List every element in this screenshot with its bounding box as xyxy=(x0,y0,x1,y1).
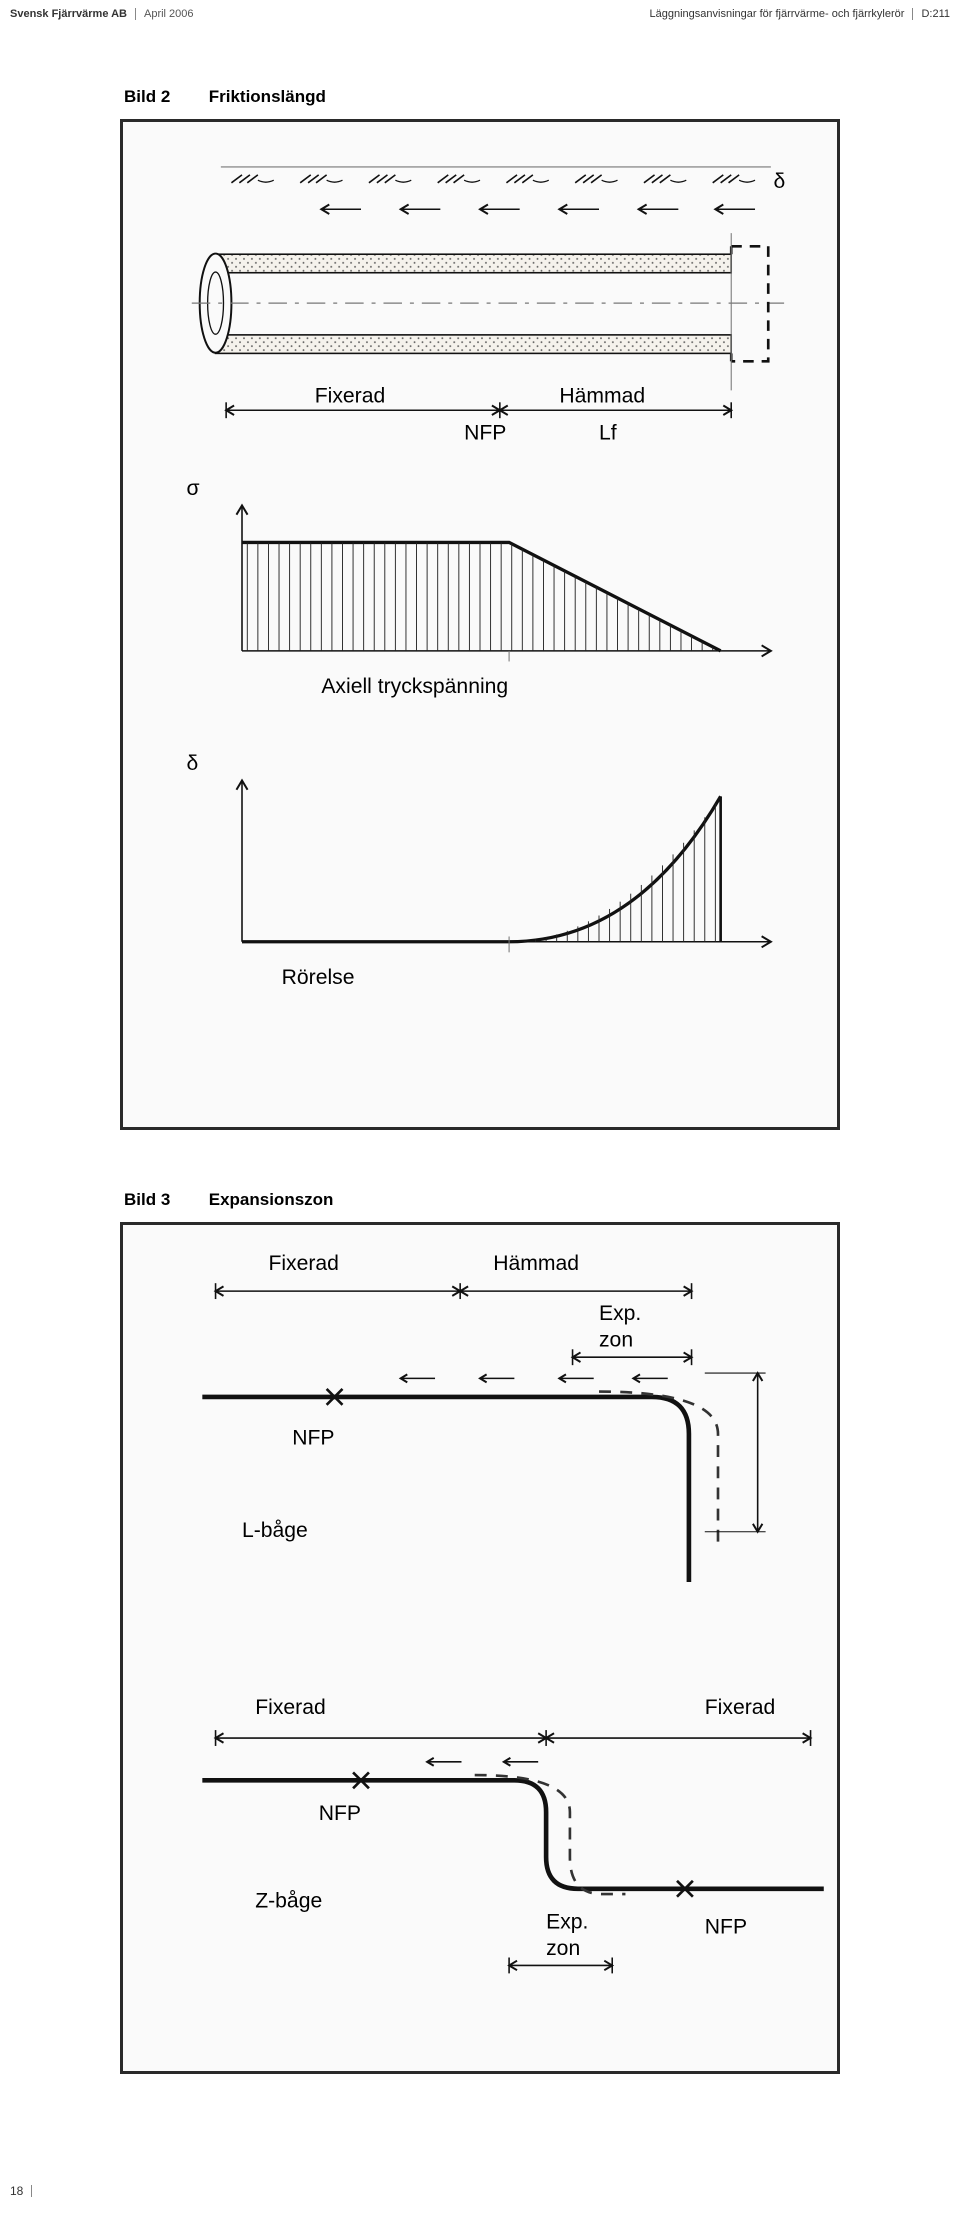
svg-text:Fixerad: Fixerad xyxy=(268,1252,339,1275)
header-date: April 2006 xyxy=(144,8,194,20)
header-right: Läggningsanvisningar för fjärrvärme- och… xyxy=(650,8,951,20)
svg-text:zon: zon xyxy=(599,1329,633,1352)
fig3-title: Bild 3 Expansionszon xyxy=(124,1190,840,1210)
svg-text:Fixerad: Fixerad xyxy=(705,1696,776,1719)
fig2-diagram: δ Fixerad Hämmad NFP Lf σ Axiell tryckspänning… xyxy=(123,122,837,1127)
svg-text:Axiell tryckspänning: Axiell tryckspänning xyxy=(321,675,508,698)
svg-text:Fixerad: Fixerad xyxy=(255,1696,326,1719)
fig3-number: Bild 3 xyxy=(124,1190,204,1210)
header-left: Svensk Fjärrvärme AB April 2006 xyxy=(10,8,194,20)
svg-text:δ: δ xyxy=(774,170,786,193)
svg-text:Exp.: Exp. xyxy=(546,1910,588,1933)
header-sep-1 xyxy=(135,8,136,20)
svg-text:Rörelse: Rörelse xyxy=(282,966,355,989)
svg-text:Hämmad: Hämmad xyxy=(559,384,645,407)
svg-text:Z-båge: Z-båge xyxy=(255,1889,322,1912)
page-footer: 18 xyxy=(0,2174,960,2214)
svg-text:Hämmad: Hämmad xyxy=(493,1252,579,1275)
fig2-title: Bild 2 Friktionslängd xyxy=(124,87,840,107)
fig3-frame: Fixerad Hämmad Exp. zon NFP L-båge Fixerad Fixe… xyxy=(120,1222,840,2074)
page-header: Svensk Fjärrvärme AB April 2006 Läggning… xyxy=(0,0,960,27)
header-sep-2 xyxy=(912,8,913,20)
header-doc-title: Läggningsanvisningar för fjärrvärme- och… xyxy=(650,8,905,20)
fig2-frame: δ Fixerad Hämmad NFP Lf σ Axiell tryckspänning… xyxy=(120,119,840,1130)
fig3-caption: Expansionszon xyxy=(209,1190,334,1209)
svg-text:Lf: Lf xyxy=(599,421,617,444)
header-company: Svensk Fjärrvärme AB xyxy=(10,8,127,20)
fig2-number: Bild 2 xyxy=(124,87,204,107)
footer-sep xyxy=(31,2185,32,2197)
page-number: 18 xyxy=(10,2184,23,2198)
svg-text:Exp.: Exp. xyxy=(599,1302,641,1325)
fig2-caption: Friktionslängd xyxy=(209,87,326,106)
svg-text:Fixerad: Fixerad xyxy=(315,384,386,407)
svg-text:L-båge: L-båge xyxy=(242,1519,308,1542)
svg-text:zon: zon xyxy=(546,1937,580,1960)
fig3-diagram: Fixerad Hämmad Exp. zon NFP L-båge Fixerad Fixe… xyxy=(123,1225,837,2071)
svg-text:NFP: NFP xyxy=(319,1802,361,1825)
header-doc-code: D:211 xyxy=(921,8,950,20)
svg-text:NFP: NFP xyxy=(292,1426,334,1449)
page-content: Bild 2 Friktionslängd δ Fixerad Hämmad NFP L… xyxy=(0,27,960,2174)
svg-text:NFP: NFP xyxy=(705,1916,747,1939)
svg-text:σ: σ xyxy=(186,477,199,500)
svg-text:NFP: NFP xyxy=(464,421,506,444)
svg-text:δ: δ xyxy=(186,752,198,775)
